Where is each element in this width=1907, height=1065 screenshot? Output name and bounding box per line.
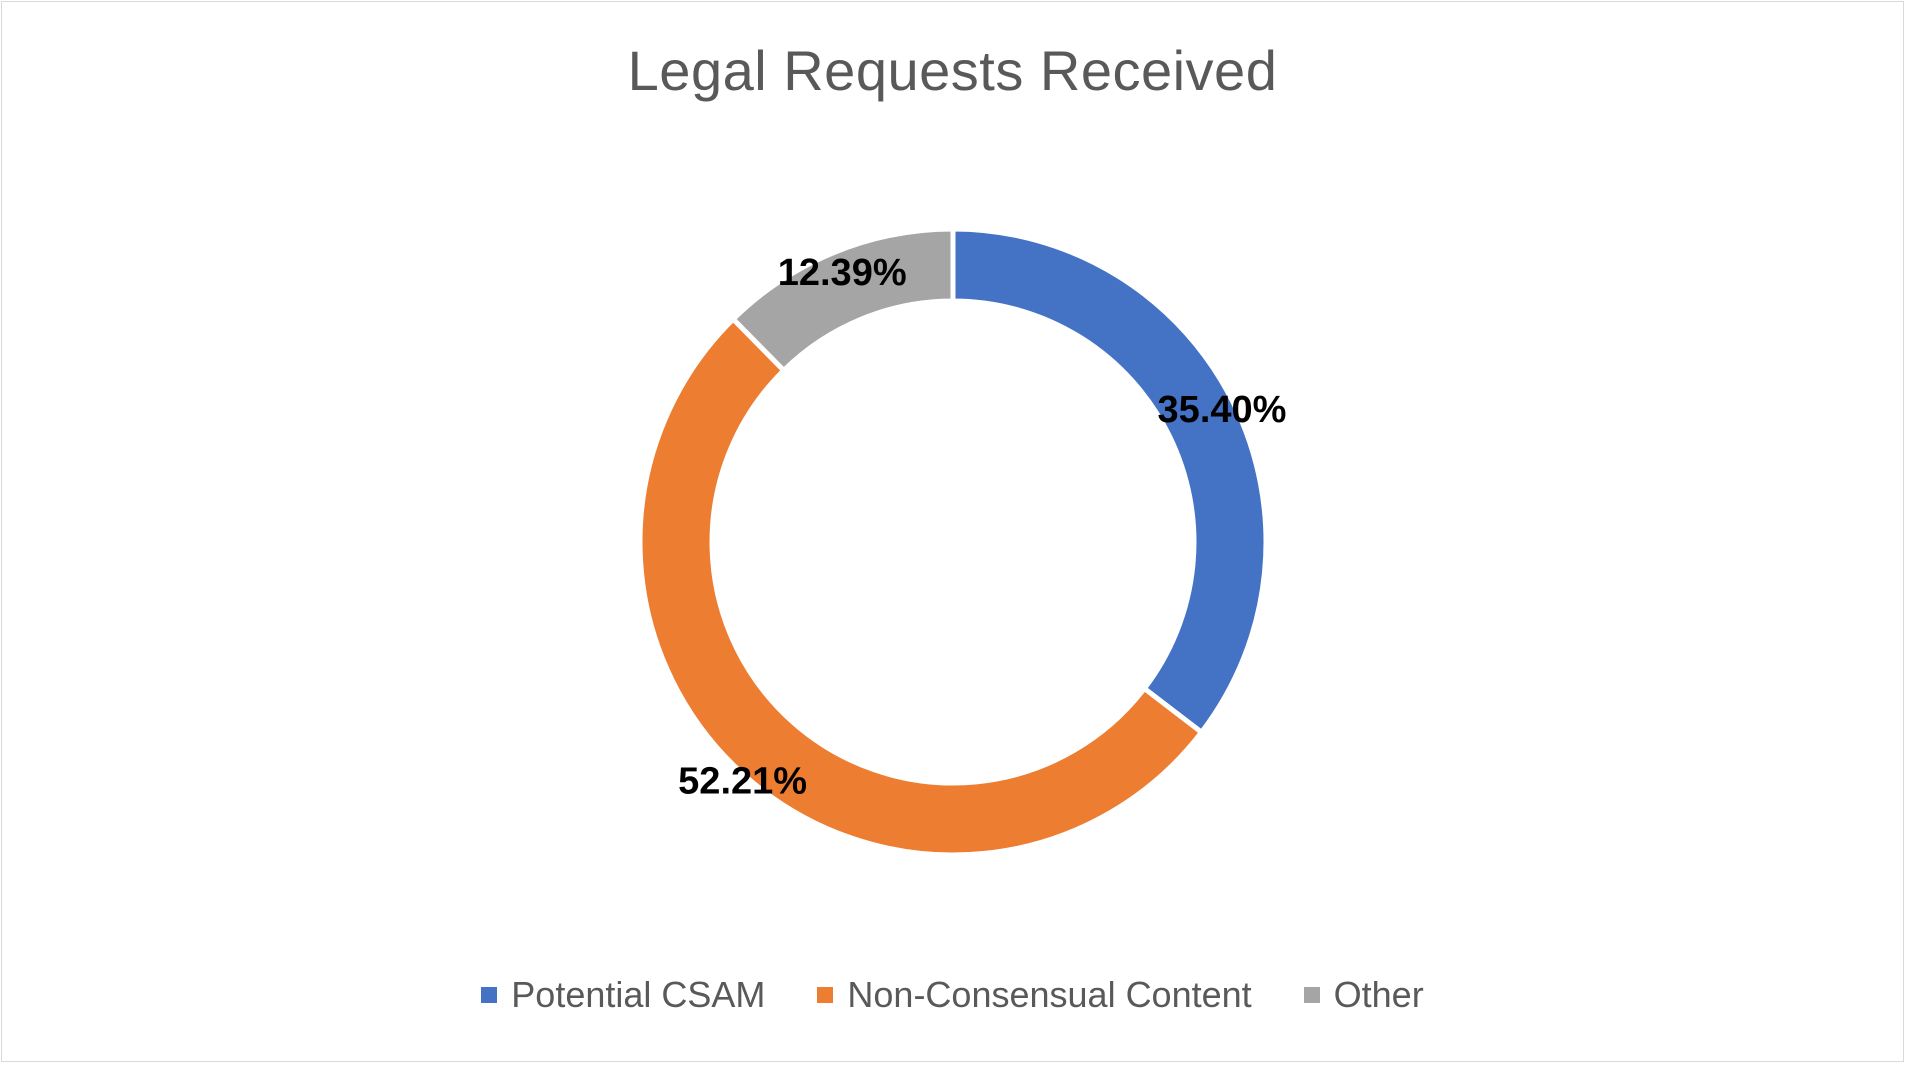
- chart-title: Legal Requests Received: [627, 39, 1278, 102]
- legend-item-non-consensual-content: Non-Consensual Content: [817, 974, 1252, 1016]
- data-label-other: 12.39%: [778, 252, 907, 294]
- donut-labels: 35.40% 52.21% 12.39%: [678, 252, 1286, 803]
- legend-label: Potential CSAM: [511, 974, 766, 1015]
- legend-item-other: Other: [1303, 974, 1424, 1016]
- legend-item-potential-csam: Potential CSAM: [481, 974, 765, 1016]
- data-label-potential-csam: 35.40%: [1158, 389, 1287, 431]
- legend-swatch: [1303, 987, 1320, 1003]
- slice-other: [729, 226, 956, 374]
- legend-label: Other: [1333, 974, 1424, 1015]
- legend-label: Non-Consensual Content: [847, 974, 1252, 1015]
- slice-potential-csam: [950, 226, 1269, 736]
- legend-swatch: [817, 987, 834, 1003]
- legend: Potential CSAM Non-Consensual Content Ot…: [2, 974, 1903, 1016]
- data-label-non-consensual-content: 52.21%: [678, 760, 807, 802]
- donut-slices: [637, 226, 1269, 858]
- legend-swatch: [481, 987, 498, 1003]
- slice-non-consensual-content: [637, 315, 1206, 858]
